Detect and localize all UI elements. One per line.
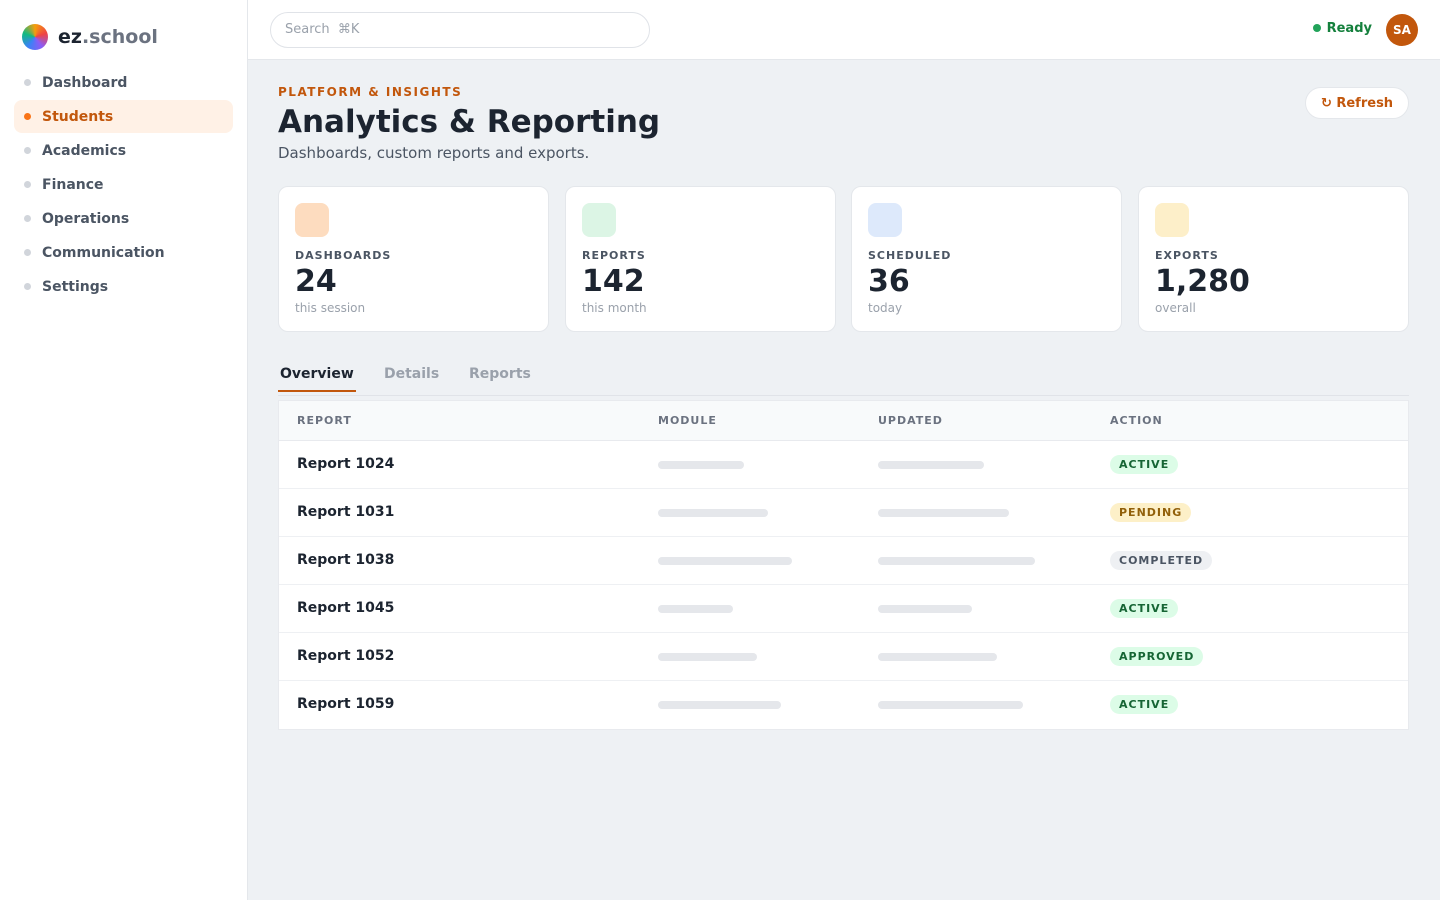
stat-label: SCHEDULED bbox=[868, 249, 952, 262]
nav-item[interactable]: Finance bbox=[14, 168, 233, 201]
column-header: ACTION bbox=[1110, 414, 1163, 427]
brand-suffix: .school bbox=[81, 26, 158, 48]
skeleton bbox=[878, 605, 972, 613]
tab[interactable]: Overview bbox=[278, 366, 356, 392]
report-name: Report 1059 bbox=[297, 696, 395, 712]
status-pill: APPROVED bbox=[1110, 647, 1204, 666]
skeleton bbox=[658, 509, 768, 517]
skeleton bbox=[878, 701, 1023, 709]
stat-value: 142 bbox=[582, 264, 645, 299]
brand-name: ez bbox=[58, 26, 82, 48]
column-header: UPDATED bbox=[878, 414, 943, 427]
status: Ready bbox=[1313, 21, 1372, 36]
stat-value: 1,280 bbox=[1155, 264, 1250, 299]
tab[interactable]: Reports bbox=[469, 366, 531, 382]
status-pill: ACTIVE bbox=[1110, 695, 1179, 714]
logo bbox=[22, 24, 48, 50]
brand[interactable]: ez .school bbox=[22, 24, 158, 50]
table-row[interactable]: Report 1059 ACTIVE bbox=[279, 681, 1408, 729]
status-pill: ACTIVE bbox=[1110, 455, 1179, 474]
tabs: Overview Details Reports bbox=[278, 362, 1409, 396]
report-name: Report 1052 bbox=[297, 648, 395, 664]
skeleton bbox=[658, 701, 781, 709]
skeleton bbox=[658, 461, 744, 469]
icon bbox=[1155, 203, 1189, 237]
column-header: MODULE bbox=[658, 414, 717, 427]
report-name: Report 1045 bbox=[297, 600, 395, 616]
avatar[interactable]: SA bbox=[1386, 14, 1418, 46]
refresh-button[interactable]: ↻ Refresh bbox=[1305, 87, 1409, 119]
stat-note: today bbox=[868, 301, 903, 315]
column-header: REPORT bbox=[297, 414, 352, 427]
skeleton bbox=[878, 461, 984, 469]
nav-item[interactable]: Academics bbox=[14, 134, 233, 167]
nav-item[interactable]: Settings bbox=[14, 270, 233, 303]
nav-item[interactable]: Students bbox=[14, 100, 233, 133]
table-row[interactable]: Report 1052 APPROVED bbox=[279, 633, 1408, 681]
eyebrow: PLATFORM & INSIGHTS bbox=[278, 85, 463, 99]
stat-label: DASHBOARDS bbox=[295, 249, 392, 262]
icon bbox=[295, 203, 329, 237]
report-name: Report 1031 bbox=[297, 504, 395, 520]
stat-value: 36 bbox=[868, 264, 910, 299]
stat-card: REPORTS 142 this month bbox=[565, 186, 836, 332]
skeleton bbox=[878, 653, 997, 661]
stat-label: REPORTS bbox=[582, 249, 646, 262]
table-row[interactable]: Report 1031 PENDING bbox=[279, 489, 1408, 537]
table-row[interactable]: Report 1038 COMPLETED bbox=[279, 537, 1408, 585]
stat-card: EXPORTS 1,280 overall bbox=[1138, 186, 1409, 332]
nav-item[interactable]: Operations bbox=[14, 202, 233, 235]
subtitle: Dashboards, custom reports and exports. bbox=[278, 144, 590, 162]
search[interactable]: Search ⌘K bbox=[270, 12, 650, 48]
table-row[interactable]: Report 1045 ACTIVE bbox=[279, 585, 1408, 633]
sidebar: ez .school Dashboard Students Academics F… bbox=[0, 0, 248, 900]
nav-item[interactable]: Communication bbox=[14, 236, 233, 269]
stat-note: this session bbox=[295, 301, 366, 315]
stat-card: DASHBOARDS 24 this session bbox=[278, 186, 549, 332]
stat-value: 24 bbox=[295, 264, 337, 299]
topbar: Search ⌘K Ready SA bbox=[248, 0, 1440, 60]
icon bbox=[868, 203, 902, 237]
skeleton bbox=[658, 653, 757, 661]
report-name: Report 1038 bbox=[297, 552, 395, 568]
icon bbox=[582, 203, 616, 237]
table-header: REPORT MODULE UPDATED ACTION bbox=[279, 401, 1408, 441]
stat-card: SCHEDULED 36 today bbox=[851, 186, 1122, 332]
stat-note: this month bbox=[582, 301, 647, 315]
skeleton bbox=[658, 557, 792, 565]
skeleton bbox=[878, 509, 1009, 517]
table-row[interactable]: Report 1024 ACTIVE bbox=[279, 441, 1408, 489]
page-title: Analytics & Reporting bbox=[278, 104, 661, 140]
table: REPORT MODULE UPDATED ACTION Report 1024… bbox=[278, 400, 1409, 730]
report-name: Report 1024 bbox=[297, 456, 395, 472]
nav-item[interactable]: Dashboard bbox=[14, 66, 233, 99]
stat-note: overall bbox=[1155, 301, 1196, 315]
skeleton bbox=[658, 605, 733, 613]
stat-label: EXPORTS bbox=[1155, 249, 1219, 262]
tab[interactable]: Details bbox=[384, 366, 440, 382]
nav: Dashboard Students Academics Finance Ope… bbox=[14, 66, 233, 304]
status-pill: COMPLETED bbox=[1110, 551, 1213, 570]
status-pill: PENDING bbox=[1110, 503, 1192, 522]
skeleton bbox=[878, 557, 1035, 565]
status-pill: ACTIVE bbox=[1110, 599, 1179, 618]
